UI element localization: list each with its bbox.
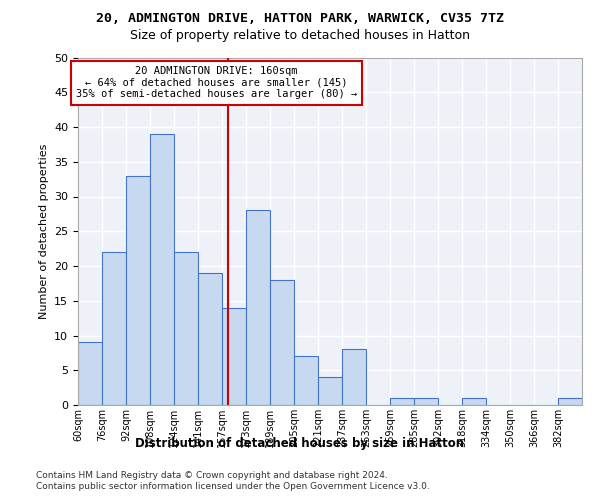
Text: Distribution of detached houses by size in Hatton: Distribution of detached houses by size … <box>136 438 464 450</box>
Bar <box>414 398 438 405</box>
Bar <box>222 308 246 405</box>
Text: Size of property relative to detached houses in Hatton: Size of property relative to detached ho… <box>130 29 470 42</box>
Bar <box>174 252 198 405</box>
Text: 20, ADMINGTON DRIVE, HATTON PARK, WARWICK, CV35 7TZ: 20, ADMINGTON DRIVE, HATTON PARK, WARWIC… <box>96 12 504 26</box>
Bar <box>78 342 102 405</box>
Bar <box>270 280 294 405</box>
Bar <box>342 350 366 405</box>
Text: Contains HM Land Registry data © Crown copyright and database right 2024.: Contains HM Land Registry data © Crown c… <box>36 471 388 480</box>
Bar <box>150 134 174 405</box>
Bar <box>462 398 486 405</box>
Text: Contains public sector information licensed under the Open Government Licence v3: Contains public sector information licen… <box>36 482 430 491</box>
Bar <box>102 252 126 405</box>
Bar <box>318 377 342 405</box>
Bar <box>126 176 150 405</box>
Y-axis label: Number of detached properties: Number of detached properties <box>38 144 49 319</box>
Bar <box>198 273 222 405</box>
Bar <box>558 398 582 405</box>
Bar <box>390 398 414 405</box>
Bar <box>246 210 270 405</box>
Bar <box>294 356 318 405</box>
Text: 20 ADMINGTON DRIVE: 160sqm
← 64% of detached houses are smaller (145)
35% of sem: 20 ADMINGTON DRIVE: 160sqm ← 64% of deta… <box>76 66 357 100</box>
